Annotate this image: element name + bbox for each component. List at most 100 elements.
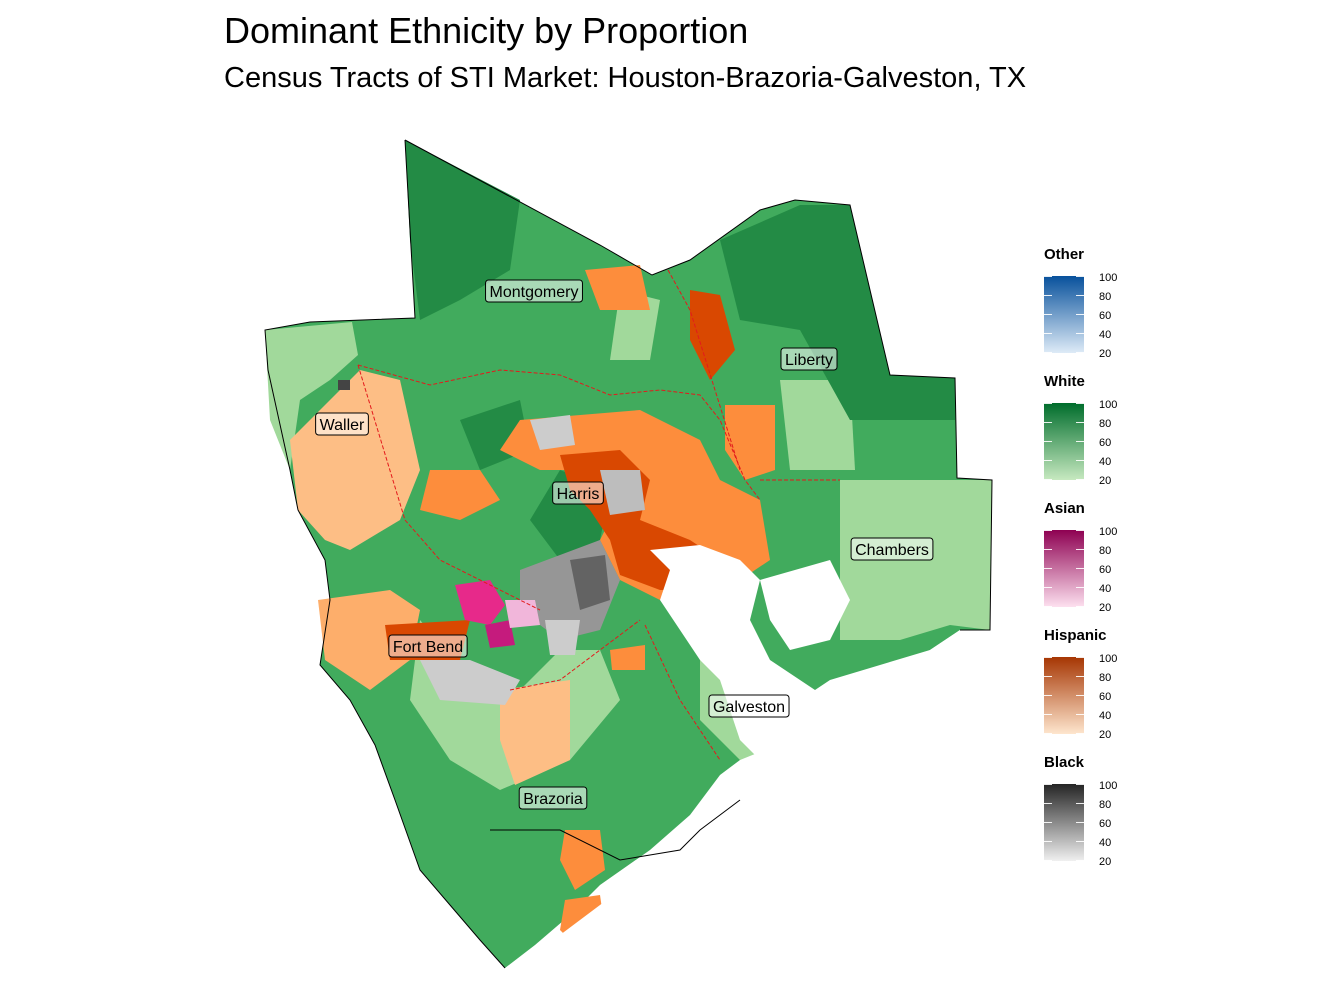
- county-label-text: Galveston: [713, 699, 785, 716]
- county-label-liberty: Liberty: [780, 347, 838, 371]
- legend-tick: [1044, 403, 1052, 404]
- tract-patch: [420, 660, 520, 705]
- legend-title-hispanic: Hispanic: [1044, 627, 1107, 644]
- legend-tick-label: 100: [1099, 780, 1118, 792]
- tract-patch: [690, 290, 735, 380]
- legend-tick: [1076, 784, 1084, 785]
- legend-tick: [1044, 549, 1052, 550]
- legend-bar-other: [1044, 276, 1084, 353]
- legend-tick-label: 40: [1099, 837, 1112, 849]
- legend-tick-label: 80: [1099, 799, 1112, 811]
- legend-tick: [1044, 314, 1052, 315]
- county-label-text: Fort Bend: [393, 639, 463, 656]
- county-label-text: Harris: [557, 486, 600, 503]
- tract-patch: [560, 830, 605, 890]
- tract-patch: [720, 205, 955, 420]
- legend-tick: [1044, 803, 1052, 804]
- boundary-line: [667, 269, 741, 471]
- legend-tick: [1076, 441, 1084, 442]
- legend-hispanic: Hispanic 100 80 60 40 20: [1044, 627, 1164, 754]
- bay-inlet: [760, 560, 850, 650]
- legend-tick-label: 80: [1099, 291, 1112, 303]
- map-subtitle: Census Tracts of STI Market: Houston-Bra…: [224, 62, 1027, 94]
- tract-patch: [265, 322, 358, 470]
- tract-patch: [600, 470, 645, 515]
- legend-tick-label: 60: [1099, 818, 1112, 830]
- tract-patch: [545, 620, 580, 655]
- market-outline: [264, 139, 993, 969]
- county-label-chambers: Chambers: [850, 537, 934, 561]
- legend-tick: [1044, 276, 1052, 277]
- boundary-line: [357, 364, 761, 501]
- legend-tick: [1076, 803, 1084, 804]
- legend-tick: [1044, 822, 1052, 823]
- county-label-box: [518, 786, 588, 810]
- tract-patch: [530, 415, 575, 450]
- legend-tick-label: 20: [1099, 856, 1112, 868]
- county-label-fort-bend: Fort Bend: [388, 634, 468, 658]
- gulf-coast: [505, 640, 992, 1008]
- county-label-box: [780, 347, 838, 371]
- legend-tick-label: 20: [1099, 729, 1112, 741]
- county-label-montgomery: Montgomery: [485, 279, 583, 303]
- legend-tick: [1076, 422, 1084, 423]
- legend-tick-label: 80: [1099, 545, 1112, 557]
- legend-tick: [1076, 352, 1084, 353]
- legend-tick: [1076, 606, 1084, 607]
- outline-path: [404, 139, 993, 631]
- legend-tick: [1076, 714, 1084, 715]
- legend-tick: [1044, 841, 1052, 842]
- legend-tick-label: 60: [1099, 691, 1112, 703]
- legend-tick: [1076, 676, 1084, 677]
- county-label-box: [388, 634, 468, 658]
- legend-tick: [1076, 460, 1084, 461]
- legend-tick: [1044, 587, 1052, 588]
- tract-patch: [405, 140, 520, 320]
- outline-path: [490, 799, 741, 861]
- legend-tick: [1044, 460, 1052, 461]
- county-label-text: Brazoria: [523, 791, 583, 808]
- legend-tick: [1076, 695, 1084, 696]
- legend-tick-label: 60: [1099, 437, 1112, 449]
- tract-patch: [485, 620, 515, 648]
- county-label-harris: Harris: [552, 481, 604, 505]
- tract-patch: [420, 470, 500, 520]
- legend-tick: [1076, 333, 1084, 334]
- legend-white: White 100 80 60 40 20: [1044, 373, 1164, 500]
- legend-black: Black 100 80 60 40 20: [1044, 754, 1164, 881]
- legend-tick-label: 20: [1099, 475, 1112, 487]
- legend-tick: [1076, 568, 1084, 569]
- legend-tick-label: 80: [1099, 672, 1112, 684]
- county-labels: Montgomery Liberty Waller Harris Chambers For…: [315, 279, 934, 810]
- county-label-galveston: Galveston: [708, 694, 790, 718]
- legend-tick: [1044, 784, 1052, 785]
- legend-other: Other 100 80 60 40 20: [1044, 246, 1164, 373]
- legend-tick-label: 60: [1099, 564, 1112, 576]
- legend-tick: [1044, 479, 1052, 480]
- legend-bar-white: [1044, 403, 1084, 480]
- county-label-waller: Waller: [315, 412, 369, 436]
- legend-tick: [1044, 606, 1052, 607]
- legend-tick: [1076, 549, 1084, 550]
- county-label-text: Chambers: [855, 542, 929, 559]
- legend: Other 100 80 60 40 20 White 100 80 60 40 20 Asia…: [1044, 246, 1164, 881]
- region-asian: [455, 580, 540, 648]
- legend-tick-label: 40: [1099, 583, 1112, 595]
- legend-tick: [1076, 733, 1084, 734]
- legend-tick: [1044, 714, 1052, 715]
- tract-patch: [455, 580, 505, 625]
- legend-tick: [1044, 441, 1052, 442]
- legend-tick: [1076, 587, 1084, 588]
- tract-patch: [780, 380, 855, 470]
- county-label-box: [552, 481, 604, 505]
- tract-patch: [318, 590, 420, 690]
- outline-path: [264, 139, 506, 969]
- legend-tick: [1044, 422, 1052, 423]
- legend-tick: [1044, 733, 1052, 734]
- legend-tick: [1044, 530, 1052, 531]
- legend-title-asian: Asian: [1044, 500, 1085, 517]
- county-label-text: Liberty: [785, 352, 833, 369]
- legend-tick: [1076, 860, 1084, 861]
- legend-tick-label: 40: [1099, 329, 1112, 341]
- legend-tick: [1044, 352, 1052, 353]
